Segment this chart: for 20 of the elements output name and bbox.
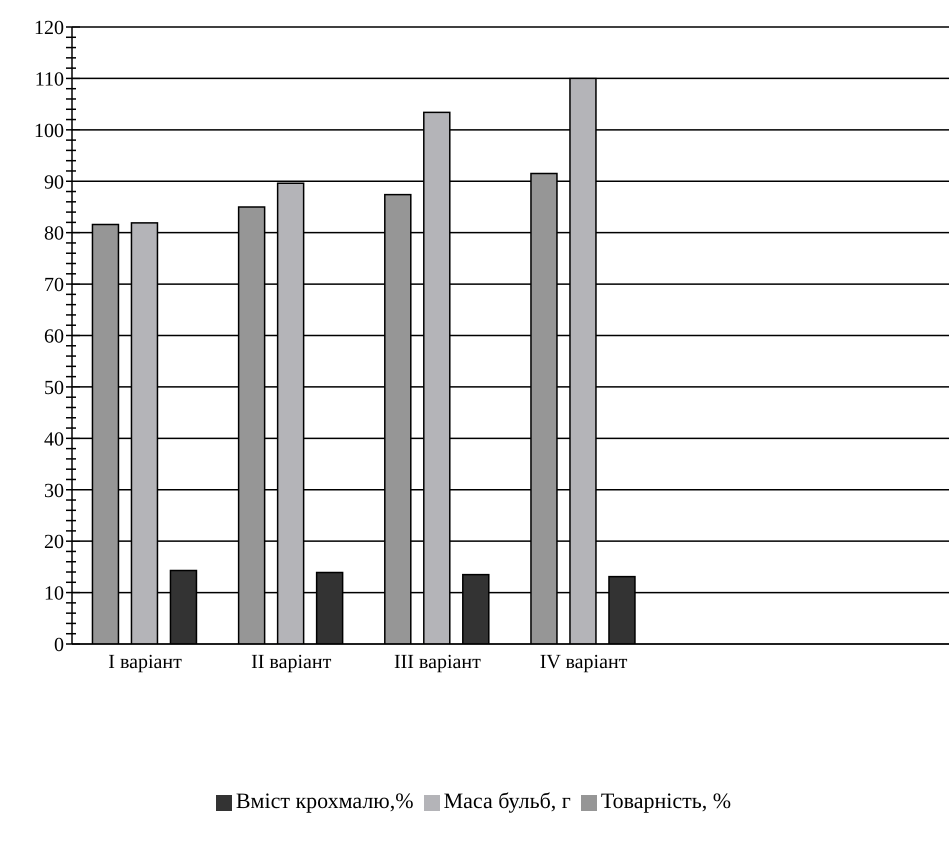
y-tick-label: 20 (44, 531, 64, 554)
y-tick-label: 40 (44, 428, 64, 450)
y-tick-label: 120 (34, 17, 64, 39)
y-tick-label: 60 (44, 326, 64, 348)
y-tick-label: 30 (44, 480, 64, 502)
legend-label: Маса бульб, г (444, 788, 571, 813)
y-tick-label: 70 (44, 274, 64, 296)
y-tick-label: 0 (54, 634, 64, 656)
x-tick-label: IV варіант (540, 651, 628, 674)
legend-label: Товарність, % (600, 788, 732, 813)
y-tick-label: 100 (34, 120, 64, 142)
y-tick-label: 50 (44, 376, 64, 399)
y-tick-label: 110 (34, 68, 64, 90)
y-tick-label: 10 (44, 582, 64, 605)
x-tick-label: III варіант (394, 651, 482, 674)
x-tick-label: I варіант (108, 651, 182, 674)
y-tick-label: 90 (44, 171, 64, 194)
legend-label: Вміст крохмалю,% (236, 788, 414, 813)
x-tick-label: II варіант (251, 651, 332, 674)
y-tick-label: 80 (44, 222, 64, 245)
